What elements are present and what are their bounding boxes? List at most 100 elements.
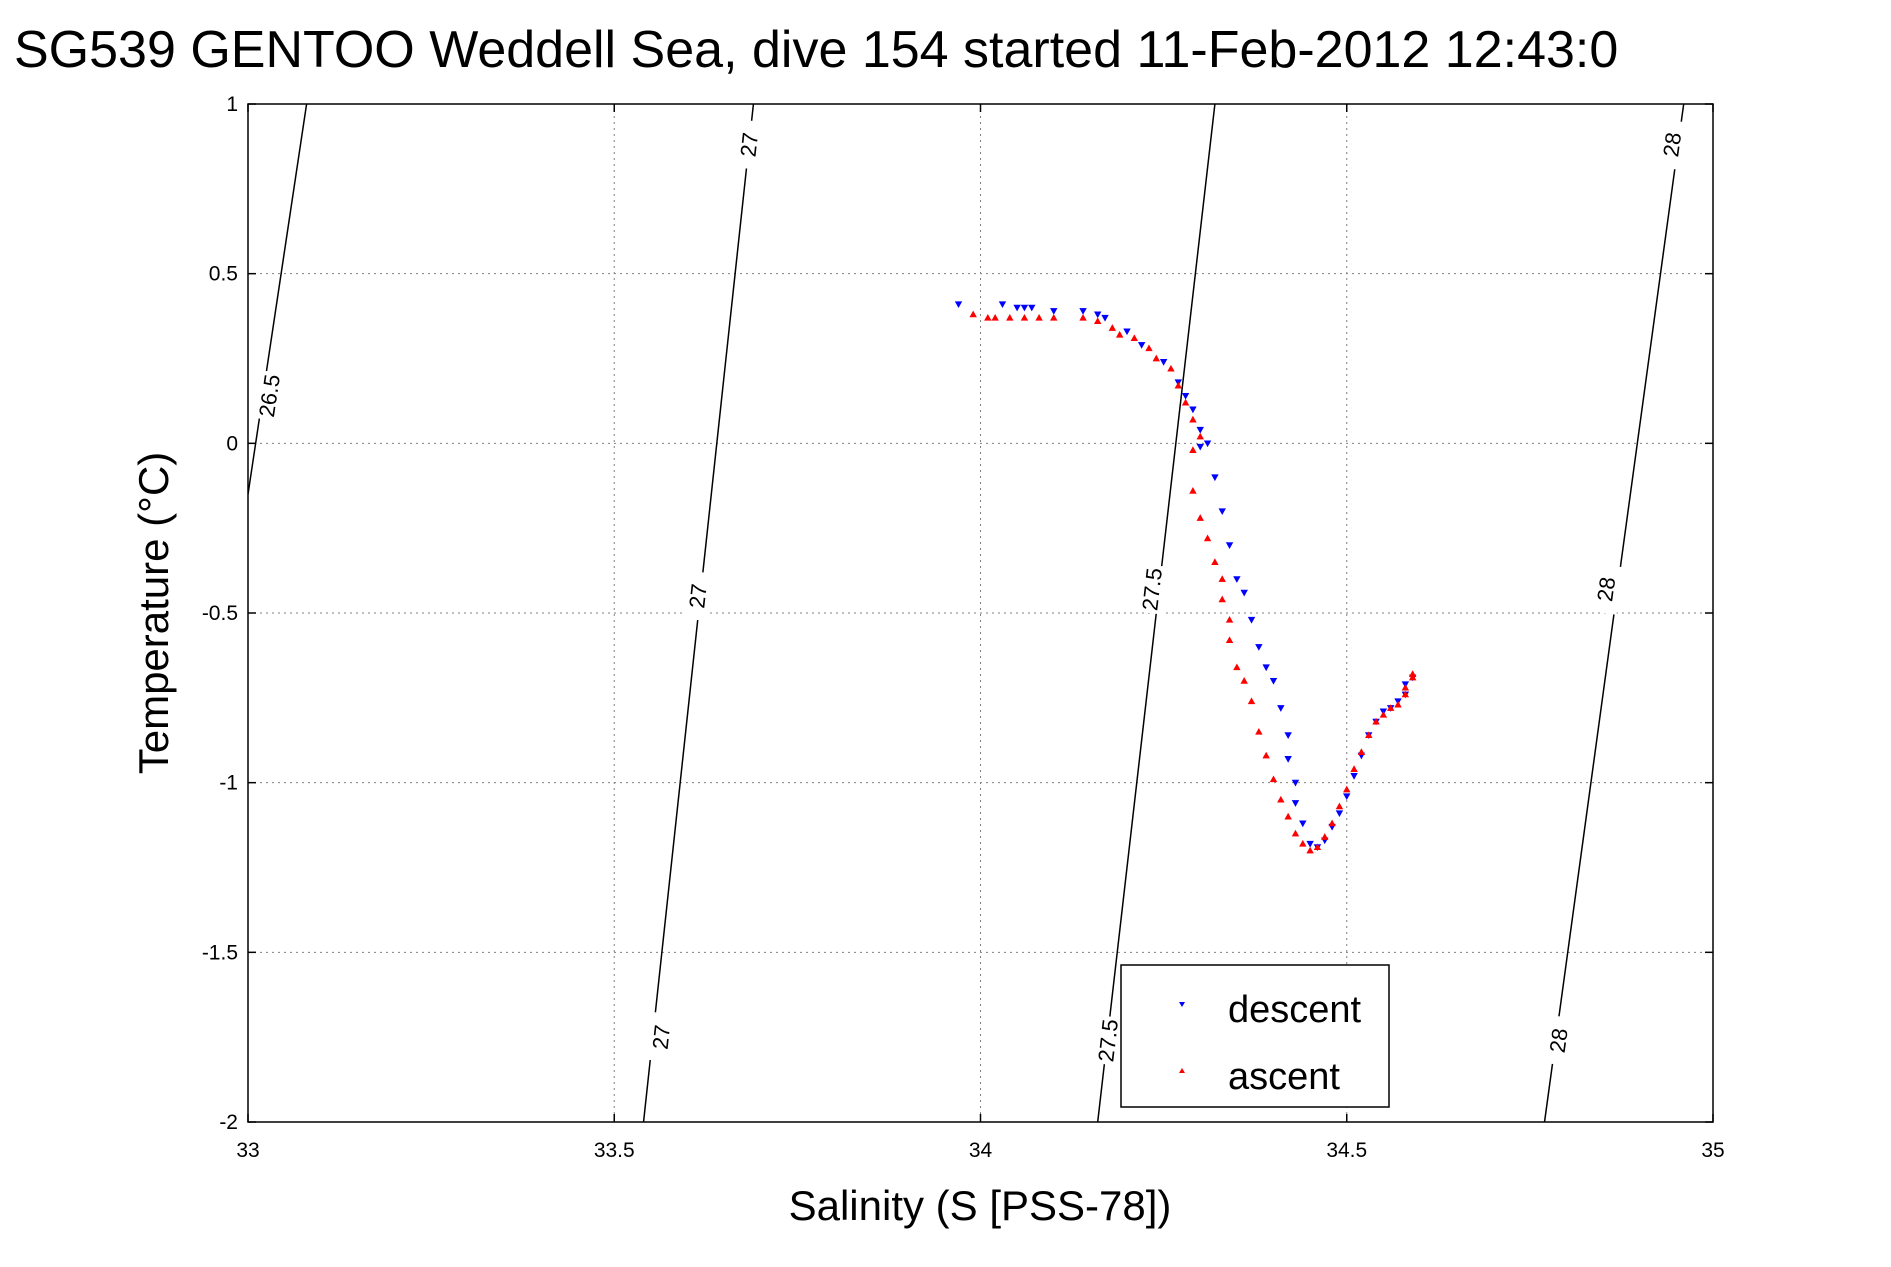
ascent-point [1262, 751, 1270, 759]
ascent-point [1247, 697, 1256, 705]
descent-point [1291, 779, 1300, 787]
descent-point [1284, 756, 1292, 763]
ascent-point [1181, 398, 1190, 406]
ascent-point [1174, 381, 1182, 389]
descent-point [1306, 840, 1314, 848]
grid [248, 104, 1713, 1122]
contour-label-bg [1590, 563, 1623, 615]
contour-label-bg [646, 1011, 678, 1063]
descent-point [1299, 820, 1307, 828]
ascent-point [1189, 487, 1197, 494]
ascent-point [984, 313, 992, 321]
descent-point [1277, 705, 1285, 712]
ascent-point [1145, 344, 1153, 352]
ascent-point [1401, 690, 1410, 698]
legend-ascent-label: ascent [1228, 1056, 1340, 1098]
ascent-point [1240, 677, 1248, 684]
ascent-point [1006, 313, 1014, 321]
contour-label-bg [1093, 1015, 1125, 1066]
ascent-point [1130, 334, 1139, 342]
ascent-point [1284, 812, 1292, 820]
descent-point [1269, 678, 1278, 685]
ascent-point [1189, 415, 1197, 423]
ascent-point [1050, 313, 1058, 321]
x-tick-label: 33.5 [594, 1139, 635, 1162]
descent-point [1181, 392, 1190, 400]
density-contour-label: 27.5 [1093, 1018, 1123, 1063]
ascent-point [1196, 514, 1204, 521]
ascent-point [1218, 595, 1226, 603]
ascent-point [1306, 846, 1314, 854]
descent-point [954, 301, 963, 309]
descent-point [1137, 342, 1146, 349]
contour-label-bg [1656, 119, 1689, 171]
ascent-point [1115, 330, 1124, 338]
descent-point [1050, 308, 1058, 315]
y-axis-label: Temperature (°C) [130, 452, 177, 775]
density-contour-line [248, 104, 308, 495]
x-tick-label: 35 [1701, 1139, 1724, 1162]
ascent-point [1108, 324, 1117, 331]
contour-label-bg [1136, 563, 1169, 615]
ascent-point [1225, 615, 1234, 623]
ascent-point [1211, 558, 1219, 565]
descent-point [1013, 304, 1021, 312]
ascent-point [1020, 313, 1029, 321]
ascent-point [1335, 802, 1344, 810]
ascent-point [1203, 534, 1212, 542]
density-contour-label: 28 [1545, 1027, 1573, 1055]
descent-point [1233, 576, 1241, 583]
contour-label-bg [1543, 1015, 1576, 1067]
legend-descent-marker [1179, 1002, 1185, 1007]
density-contour-label: 27 [648, 1024, 675, 1051]
contour-label-bg [253, 370, 287, 422]
descent-point [1255, 644, 1263, 651]
ascent-point [1386, 704, 1395, 711]
ascent-point [1328, 819, 1336, 827]
legend-descent-label: descent [1228, 989, 1362, 1031]
descent-point [1350, 773, 1358, 780]
y-tick-label: -1.5 [202, 941, 238, 964]
ascent-point [1196, 432, 1204, 440]
descent-point [1262, 664, 1270, 672]
ascent-point [1233, 663, 1241, 671]
ascent-point [1394, 700, 1402, 708]
descent-point [998, 301, 1007, 309]
descent-point [1189, 406, 1197, 414]
density-contours [248, 104, 1685, 1122]
ascent-point [1218, 575, 1226, 582]
descent-point [1159, 359, 1168, 366]
y-tick-label: 1 [226, 93, 238, 116]
x-axis-label: Salinity (S [PSS-78]) [789, 1182, 1172, 1229]
descent-point [1101, 314, 1109, 322]
ascent-point [1079, 313, 1087, 321]
descent-point [1196, 443, 1204, 451]
density-contour-label: 27.5 [1137, 566, 1167, 611]
x-tick-label: 33 [236, 1139, 259, 1162]
y-tick-label: -0.5 [202, 602, 238, 625]
density-contour-label: 27 [736, 131, 763, 158]
descent-point [1211, 474, 1219, 482]
ascent-point [1372, 717, 1380, 725]
descent-point [1240, 589, 1248, 597]
contour-label-bg [682, 570, 714, 622]
descent-point [1196, 426, 1204, 434]
legend-ascent-marker [1179, 1068, 1185, 1073]
descent-point [1218, 508, 1226, 516]
data-series [954, 301, 1417, 854]
y-tick-label: 0.5 [209, 263, 238, 286]
ascent-point [1277, 795, 1285, 803]
descent-point [1335, 810, 1344, 818]
legend: descent ascent [1120, 964, 1390, 1108]
ascent-point [1343, 785, 1351, 793]
x-tick-label: 34 [969, 1139, 993, 1162]
density-contour-label: 28 [1592, 575, 1620, 603]
ascent-point [1299, 839, 1307, 847]
descent-point [1291, 800, 1300, 807]
descent-point [1203, 440, 1212, 448]
y-tick-label: -1 [219, 772, 238, 795]
descent-point [1123, 328, 1131, 336]
y-tick-label: -2 [219, 1111, 238, 1134]
